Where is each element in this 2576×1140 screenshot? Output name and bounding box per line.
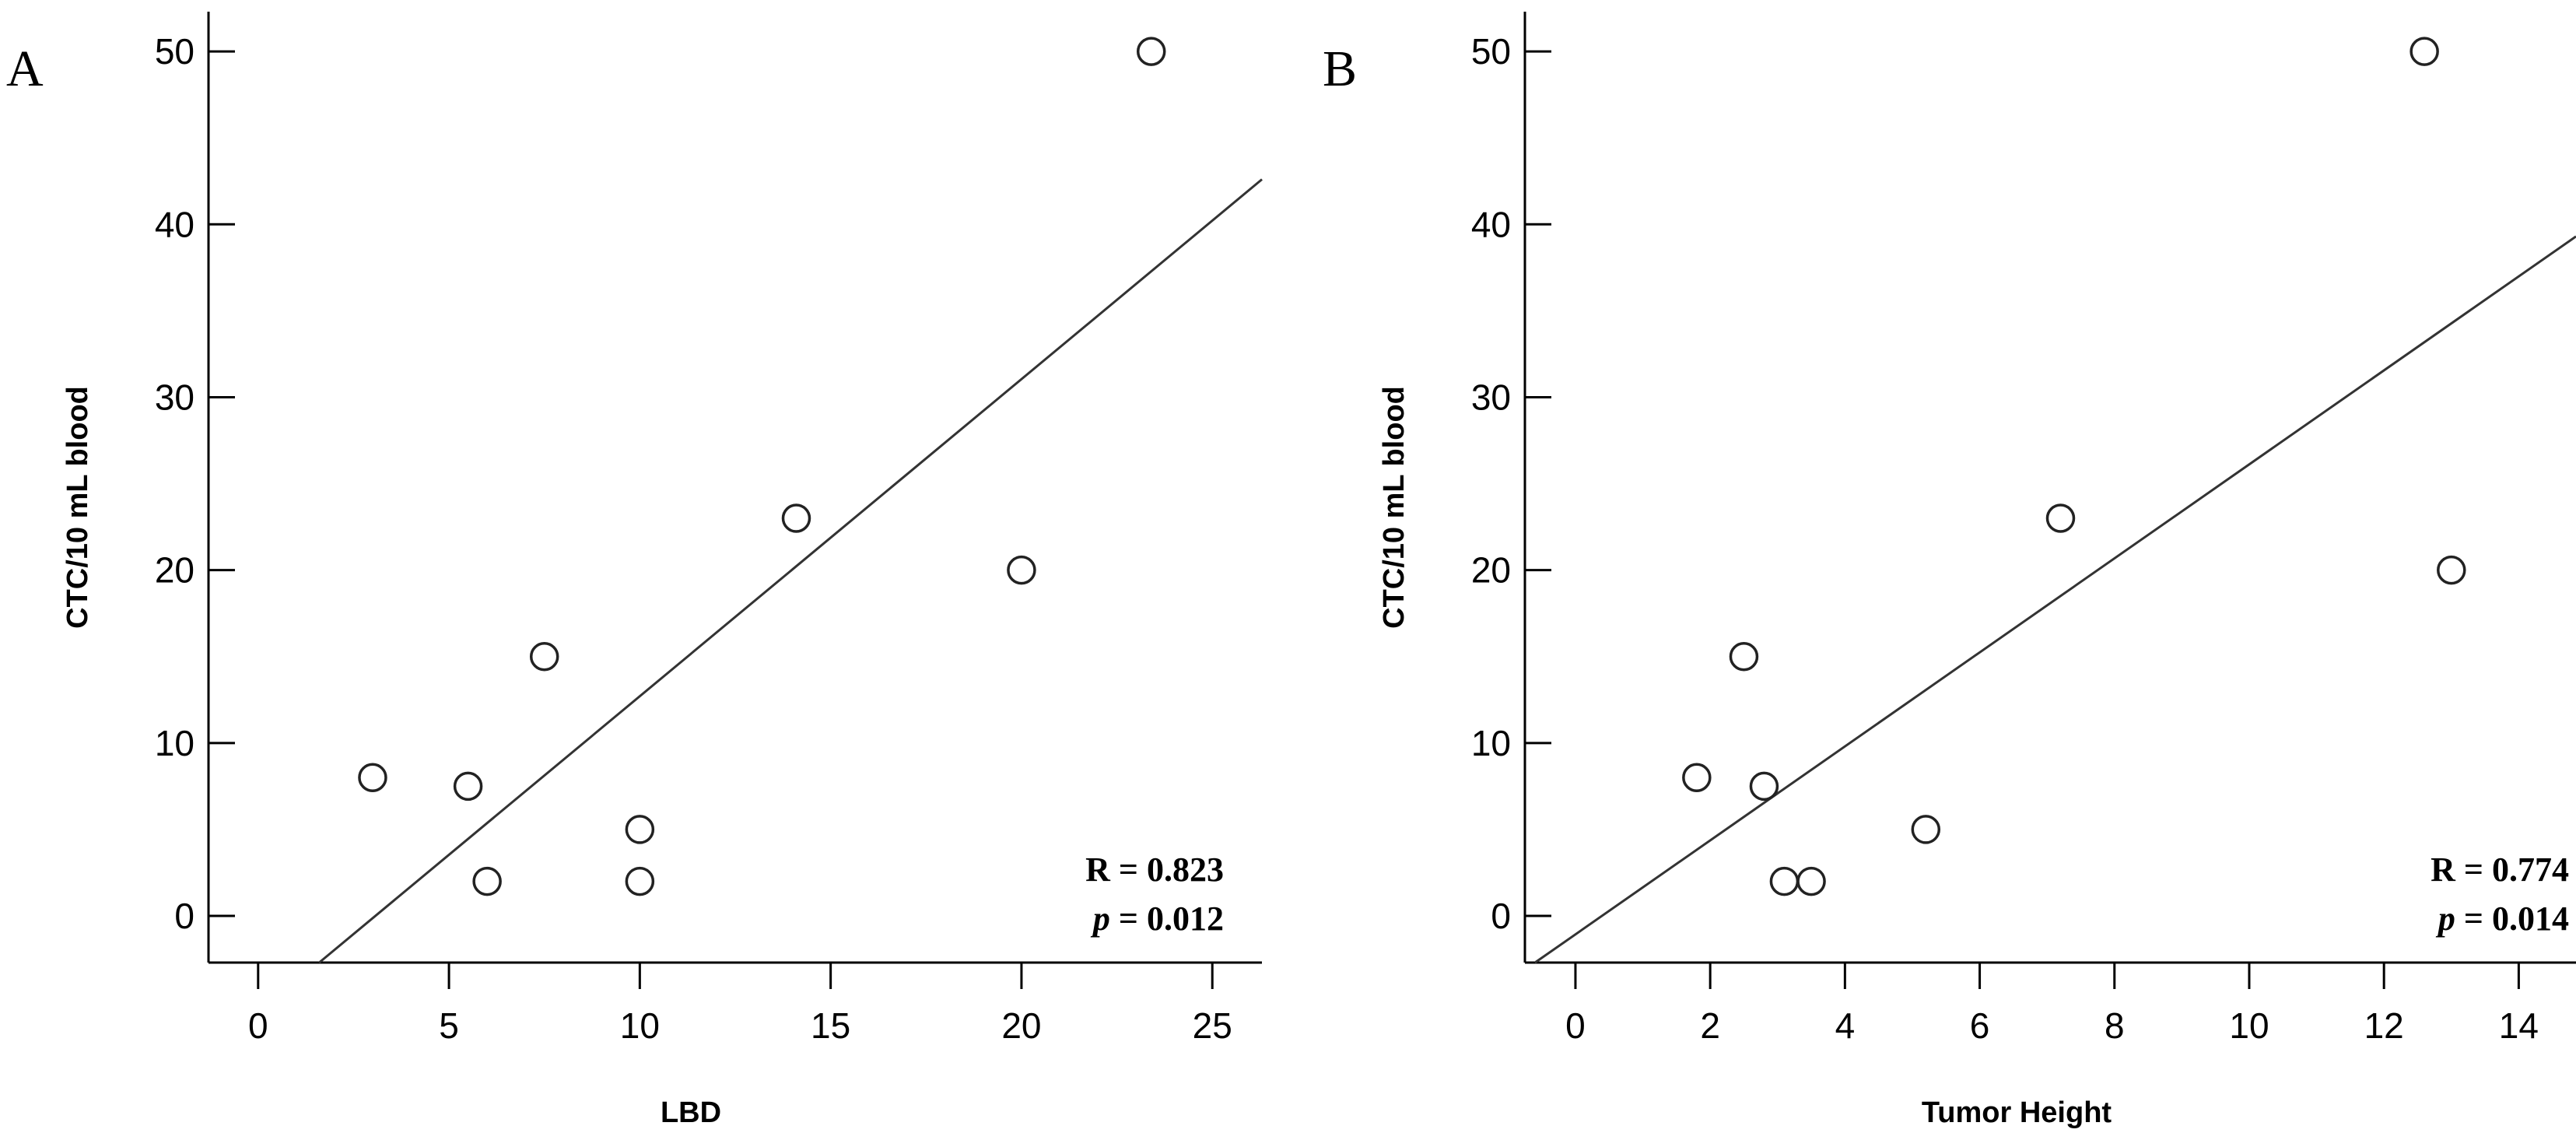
panel-a-p-label: p = 0.012 — [1090, 900, 1224, 938]
panel-a-data-point — [1136, 37, 1166, 66]
panel-b-data-point — [2410, 37, 2439, 66]
panel-a-data-point — [625, 815, 655, 844]
panel-b-y-axis-title: CTC/10 mL blood — [1378, 386, 1411, 629]
panel-b-data-point — [1911, 815, 1941, 844]
panel-a-y-tick-label: 10 — [155, 723, 195, 763]
panel-b-y-tick-label: 30 — [1471, 377, 1511, 417]
panel-a-marks: 0 10 20 30 40 50 0 5 10 15 20 25 — [155, 12, 1263, 1046]
panel-a-x-axis-title: LBD — [661, 1096, 721, 1129]
panel-a-y-tick-label: 20 — [155, 550, 195, 591]
panel-b-y-tick-label: 20 — [1471, 550, 1511, 591]
panel-b-x-tick-label: 6 — [1970, 1005, 1990, 1046]
panel-a-data-point — [781, 503, 811, 533]
panel-a-x-tick-label: 25 — [1193, 1005, 1232, 1046]
panel-a-r-label: R = 0.823 — [1085, 851, 1224, 889]
panel-a: A 0 10 20 30 40 50 0 5 10 15 20 25 LBD CTC/10 mL bl… — [6, 12, 1263, 1129]
panel-b-x-tick-label: 14 — [2499, 1005, 2539, 1046]
panel-a-x-tick-label: 10 — [620, 1005, 660, 1046]
panel-a-data-point — [1007, 555, 1036, 585]
panel-a-data-point — [472, 866, 502, 896]
panel-a-y-tick-label: 30 — [155, 377, 195, 417]
panel-b-x-axis-title: Tumor Height — [1922, 1096, 2112, 1129]
panel-a-data-point — [625, 866, 655, 896]
panel-a-y-tick-label: 50 — [155, 31, 195, 72]
panel-a-x-tick-label: 15 — [811, 1005, 850, 1046]
panel-b-letter: B — [1323, 40, 1357, 97]
panel-b-x-tick-label: 0 — [1565, 1005, 1586, 1046]
panel-a-y-axis-title: CTC/10 mL blood — [61, 386, 94, 629]
panel-b-p-value: = 0.014 — [2455, 900, 2569, 938]
panel-a-fit-line — [318, 178, 1263, 964]
panel-b: B 0 10 20 30 40 50 0 2 4 6 8 10 12 14 Tumor Height CT… — [1323, 12, 2576, 1129]
panel-b-y-tick-label: 50 — [1471, 31, 1511, 72]
panel-b-x-tick-label: 4 — [1835, 1005, 1856, 1046]
panel-b-data-point — [1769, 866, 1800, 896]
panel-b-data-point — [1749, 771, 1779, 802]
panel-b-data-point — [2437, 555, 2466, 585]
panel-a-data-point — [358, 763, 387, 793]
panel-a-y-tick-label: 0 — [174, 896, 195, 936]
panel-b-fit-line — [1534, 235, 2576, 964]
panel-a-x-tick-label: 20 — [1001, 1005, 1041, 1046]
panel-b-x-tick-label: 8 — [2105, 1005, 2125, 1046]
panel-b-data-point — [1729, 641, 1759, 672]
panel-b-x-tick-label: 12 — [2364, 1005, 2404, 1046]
panel-b-data-point — [1796, 866, 1826, 896]
panel-b-marks: 0 10 20 30 40 50 0 2 4 6 8 10 12 14 — [1471, 12, 2576, 1046]
panel-a-p-symbol: p — [1090, 900, 1110, 938]
panel-b-p-label: p = 0.014 — [2435, 900, 2569, 938]
panel-a-x-tick-label: 0 — [248, 1005, 268, 1046]
panel-a-data-point — [453, 771, 483, 802]
panel-b-data-point — [1682, 763, 1712, 793]
panel-b-y-tick-label: 40 — [1471, 204, 1511, 244]
panel-b-x-tick-label: 2 — [1700, 1005, 1720, 1046]
panel-b-y-tick-label: 10 — [1471, 723, 1511, 763]
panel-b-data-point — [2045, 503, 2076, 533]
panel-a-data-point — [529, 641, 559, 672]
panel-a-x-tick-label: 5 — [439, 1005, 459, 1046]
panel-b-x-tick-label: 10 — [2229, 1005, 2269, 1046]
panel-b-y-tick-label: 0 — [1491, 896, 1511, 936]
panel-b-p-symbol: p — [2435, 900, 2455, 938]
panel-b-r-label: R = 0.774 — [2431, 851, 2569, 889]
panel-a-p-value: = 0.012 — [1110, 900, 1224, 938]
panel-a-letter: A — [6, 40, 44, 97]
panel-a-y-tick-label: 40 — [155, 204, 195, 244]
